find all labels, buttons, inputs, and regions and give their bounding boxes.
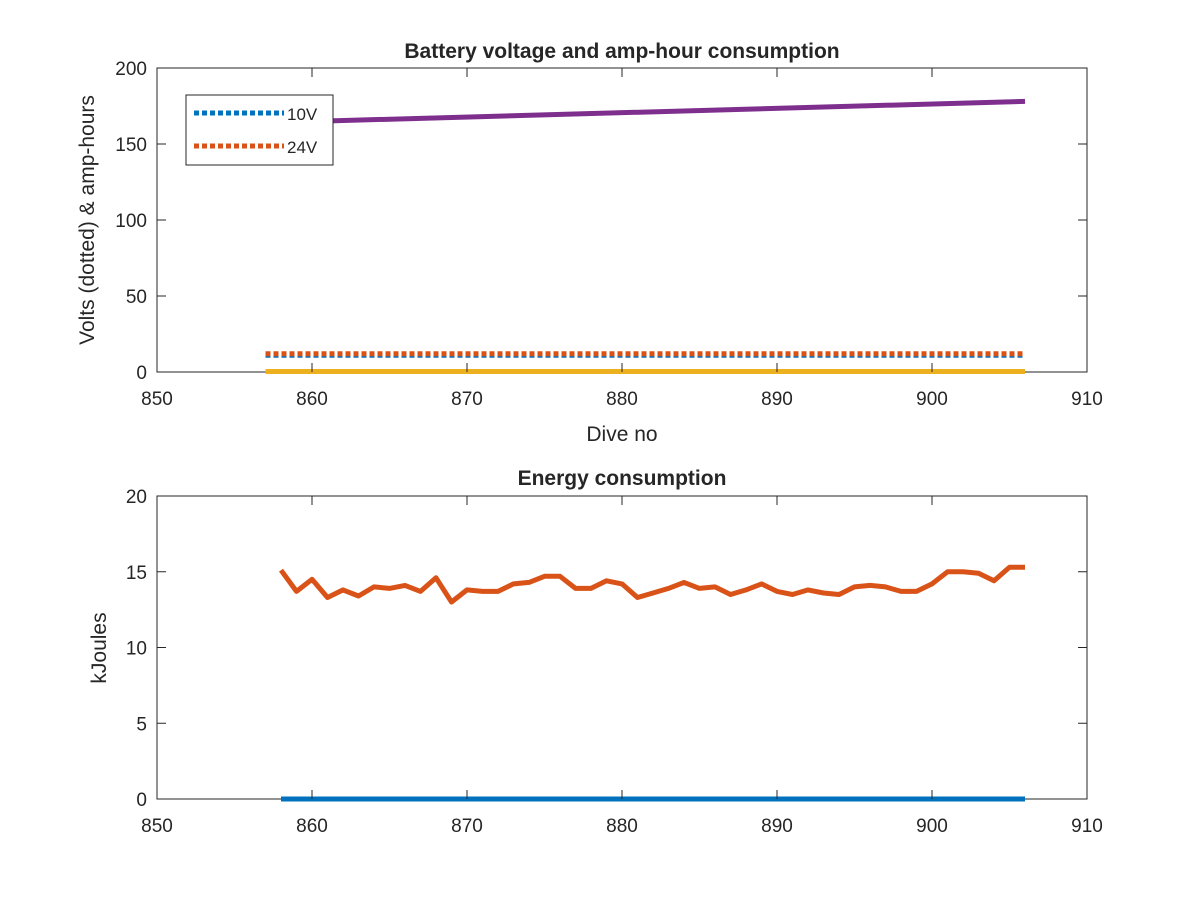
energy-x-tick-label: 870 — [451, 816, 483, 837]
battery-x-tick-label: 860 — [296, 389, 328, 410]
legend-label-10v: 10V — [287, 105, 318, 124]
battery-y-tick-label: 50 — [126, 287, 147, 308]
energy-chart-title: Energy consumption — [518, 467, 727, 490]
energy-x-tick-label: 900 — [916, 816, 948, 837]
energy-series-line-1 — [278, 564, 1025, 605]
battery-series-group — [265, 98, 1026, 374]
battery-x-tick-label: 910 — [1071, 389, 1103, 410]
energy-chart: 850 860 870 880 890 900 910 0 5 10 15 20 Energy co… — [88, 467, 1103, 837]
battery-x-tick-label: 900 — [916, 389, 948, 410]
energy-y-ticks: 0 5 10 15 20 — [126, 487, 1087, 811]
legend-label-24v: 24V — [287, 138, 318, 157]
battery-x-ticks: 850 860 870 880 890 900 910 — [141, 68, 1103, 410]
battery-x-tick-label: 890 — [761, 389, 793, 410]
battery-y-tick-label: 200 — [115, 59, 147, 80]
legend-box — [185, 94, 334, 166]
battery-x-tick-label: 880 — [606, 389, 638, 410]
energy-x-tick-label: 880 — [606, 816, 638, 837]
energy-y-axis-label: kJoules — [88, 612, 111, 683]
battery-x-tick-label: 850 — [141, 389, 173, 410]
battery-chart: 850 860 870 880 890 900 910 0 50 100 150 200 Batte… — [76, 40, 1103, 446]
energy-x-tick-label: 910 — [1071, 816, 1103, 837]
energy-y-tick-label: 20 — [126, 487, 147, 508]
energy-y-tick-label: 10 — [126, 639, 147, 660]
battery-series-line-3 — [265, 98, 1026, 126]
battery-y-tick-label: 0 — [136, 363, 147, 384]
battery-x-tick-label: 870 — [451, 389, 483, 410]
energy-series-group — [278, 564, 1025, 802]
energy-y-tick-label: 0 — [136, 790, 147, 811]
energy-y-tick-label: 5 — [136, 714, 147, 735]
energy-x-tick-label: 850 — [141, 816, 173, 837]
energy-x-ticks: 850 860 870 880 890 900 910 — [141, 496, 1103, 837]
battery-chart-title: Battery voltage and amp-hour consumption — [404, 40, 839, 63]
energy-y-tick-label: 15 — [126, 563, 147, 584]
battery-legend: 10V 24V — [185, 94, 334, 166]
battery-y-tick-label: 150 — [115, 135, 147, 156]
battery-y-tick-label: 100 — [115, 211, 147, 232]
battery-y-ticks: 0 50 100 150 200 — [115, 59, 1087, 384]
energy-x-tick-label: 890 — [761, 816, 793, 837]
battery-x-axis-label: Dive no — [586, 423, 657, 446]
energy-plot-area — [156, 495, 1088, 800]
energy-x-tick-label: 860 — [296, 816, 328, 837]
battery-y-axis-label: Volts (dotted) & amp-hours — [76, 95, 99, 345]
